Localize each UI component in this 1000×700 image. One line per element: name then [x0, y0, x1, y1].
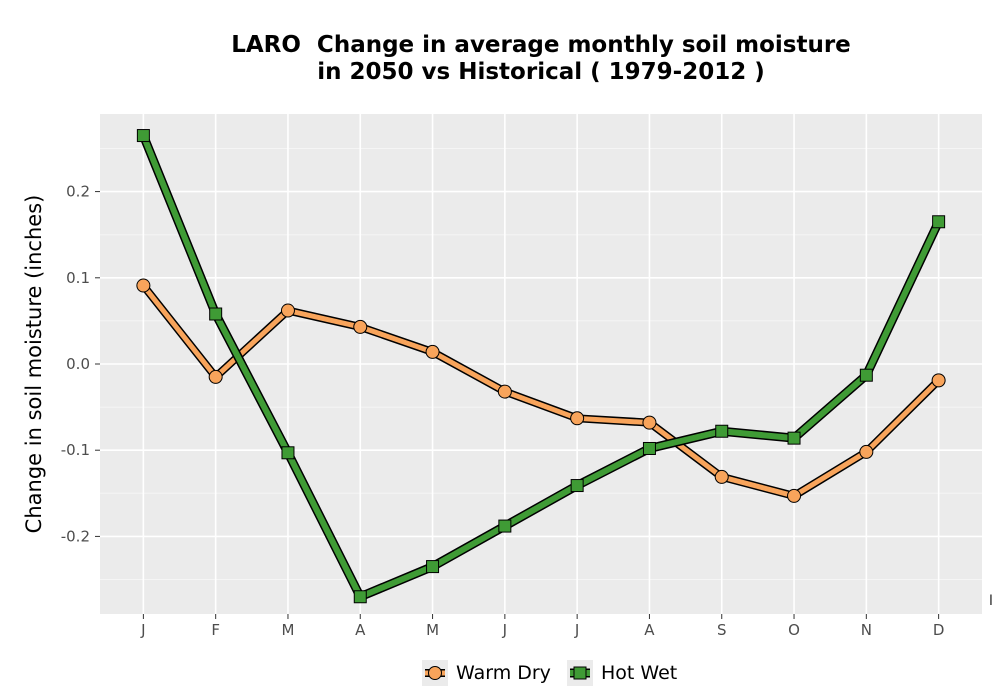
point-warm-dry [425, 344, 440, 359]
chart-title-line-2: in 2050 vs Historical ( 1979-2012 ) [317, 59, 765, 85]
series-layer [136, 129, 946, 604]
point-warm-dry [280, 303, 295, 318]
x-tick-label: A [644, 621, 655, 639]
point-hot-wet [209, 307, 223, 321]
x-tick-label: J [140, 621, 145, 639]
y-tick-label: 0.0 [66, 355, 90, 373]
point-warm-dry [497, 384, 512, 399]
point-hot-wet [353, 590, 367, 604]
x-tick-label: S [717, 621, 727, 639]
x-tick-label: M [426, 621, 439, 639]
chart-title-line-1: LARO Change in average monthly soil mois… [231, 32, 851, 58]
point-hot-wet [498, 519, 512, 533]
y-tick-label: -0.1 [61, 441, 90, 459]
series-line-hot-wet [140, 132, 942, 600]
legend-label-warm-dry: Warm Dry [456, 662, 551, 684]
y-axis-label: Change in soil moisture (inches) [22, 195, 46, 534]
x-tick-label: O [788, 621, 800, 639]
series-line-warm-dry [140, 283, 942, 499]
point-hot-wet [715, 424, 729, 438]
y-tick-label: -0.2 [61, 527, 90, 545]
point-hot-wet [426, 560, 440, 574]
x-tick-label: J [574, 621, 579, 639]
x-tick-label: M [281, 621, 294, 639]
legend-item-warm-dry: Warm Dry [422, 658, 551, 688]
y-tick-label: 0.2 [66, 183, 90, 201]
point-warm-dry [570, 411, 585, 426]
point-hot-wet [932, 215, 946, 229]
point-warm-dry [136, 278, 151, 293]
point-warm-dry [642, 415, 657, 430]
point-hot-wet [136, 129, 150, 143]
x-tick-label: A [355, 621, 366, 639]
point-warm-dry [208, 369, 223, 384]
point-hot-wet [859, 368, 873, 382]
point-warm-dry [931, 373, 946, 388]
grid-major [100, 114, 982, 614]
stray-mark: I [989, 593, 993, 609]
circle-marker-icon [422, 660, 448, 686]
legend-label-hot-wet: Hot Wet [601, 662, 678, 684]
square-marker-icon [567, 660, 593, 686]
point-warm-dry [714, 469, 729, 484]
point-warm-dry [859, 444, 874, 459]
legend-item-hot-wet: Hot Wet [567, 658, 677, 688]
x-tick-label: F [211, 621, 220, 639]
point-hot-wet [642, 441, 656, 455]
legend: Warm Dry Hot Wet [0, 658, 1000, 688]
x-tick-label: D [933, 621, 945, 639]
x-tick-label: N [861, 621, 872, 639]
point-warm-dry [787, 488, 802, 503]
point-hot-wet [787, 431, 801, 445]
axes-layer: 0.2 0.1 0.0 -0.1 -0.2 J F M A M J J A S O N D [61, 183, 945, 639]
y-tick-label: 0.1 [66, 269, 90, 287]
point-hot-wet [281, 446, 295, 460]
point-hot-wet [570, 479, 584, 493]
point-warm-dry [353, 319, 368, 334]
x-tick-label: J [502, 621, 507, 639]
